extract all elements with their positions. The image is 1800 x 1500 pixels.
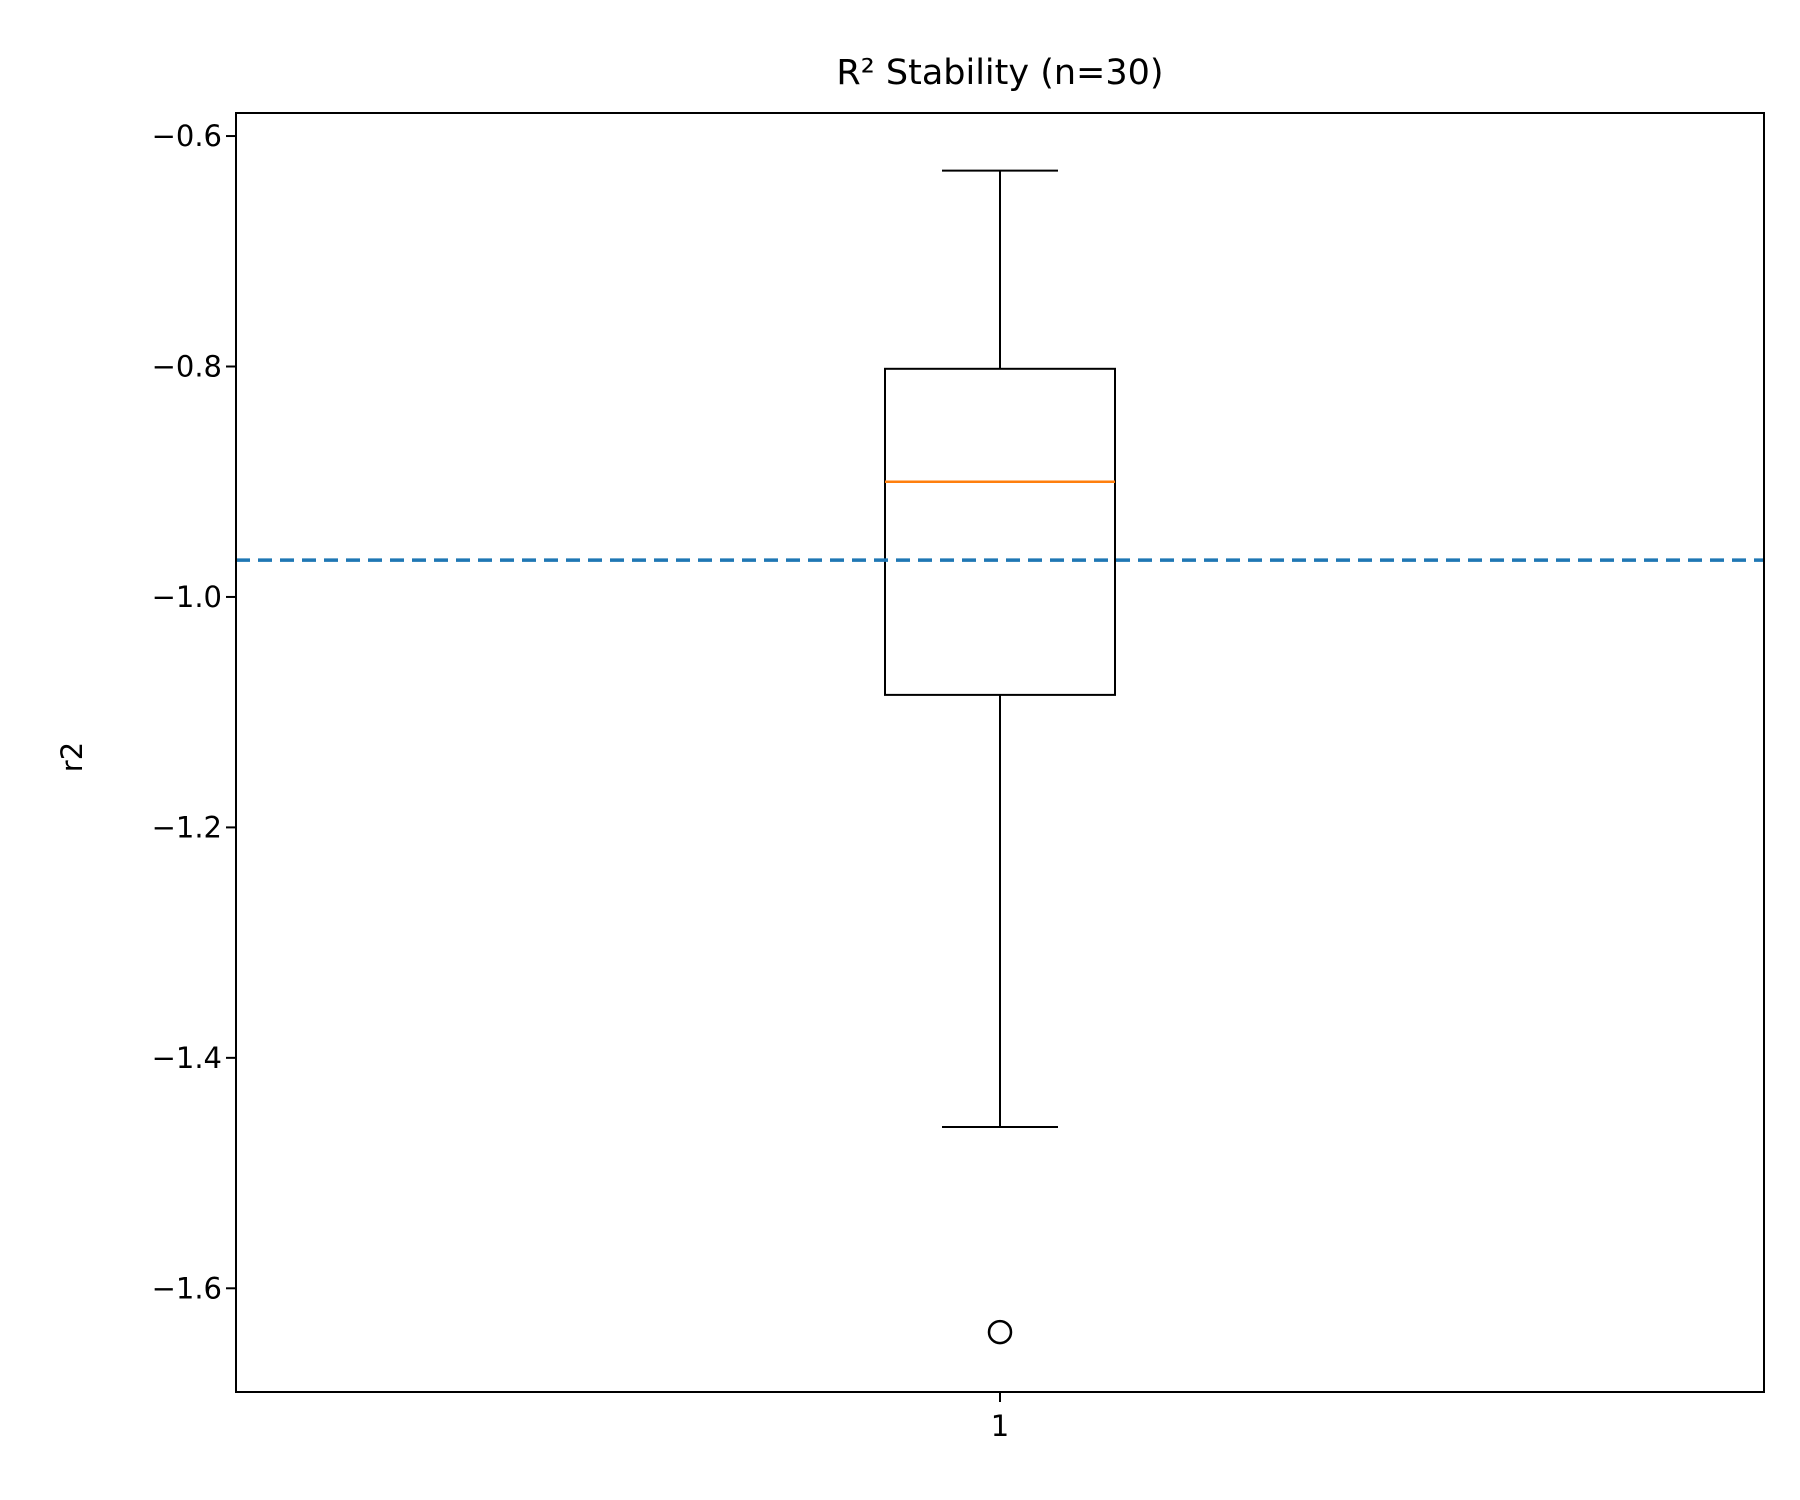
y-axis-label: r2 — [55, 742, 89, 772]
plot-area — [236, 169, 1764, 1345]
y-tick-label: −0.6 — [152, 119, 222, 153]
plot-frame — [235, 112, 1765, 1393]
x-axis: 1 — [991, 1392, 1009, 1443]
outlier-point — [987, 1319, 1013, 1345]
y-axis: −0.6 −0.8 −1.0 −1.2 −1.4 −1.6 — [152, 119, 236, 1305]
interquartile-box — [884, 367, 1116, 696]
y-tick-label: −1.4 — [152, 1041, 222, 1075]
y-tick-label: −1.0 — [152, 580, 222, 614]
y-tick-label: −1.6 — [152, 1271, 222, 1305]
x-tick-label: 1 — [991, 1409, 1009, 1443]
y-tick-label: −1.2 — [152, 810, 222, 844]
chart-title: R² Stability (n=30) — [836, 53, 1163, 93]
y-tick-label: −0.8 — [152, 349, 222, 383]
